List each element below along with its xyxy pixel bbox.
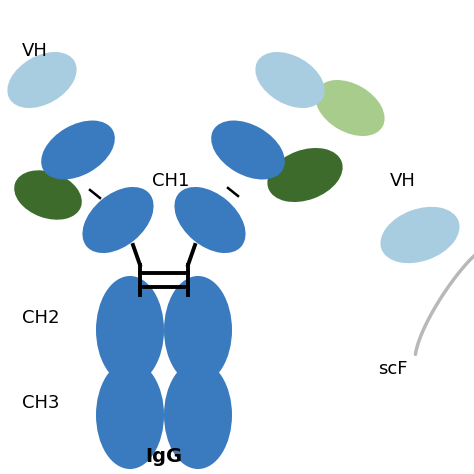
Text: CH2: CH2 <box>22 309 60 327</box>
Ellipse shape <box>96 361 164 469</box>
Ellipse shape <box>315 80 384 136</box>
Text: CH1: CH1 <box>152 172 190 190</box>
Text: CH3: CH3 <box>22 394 60 412</box>
Text: VH: VH <box>390 172 416 190</box>
Text: scF: scF <box>378 360 408 378</box>
Text: IgG: IgG <box>146 447 182 466</box>
Ellipse shape <box>8 52 77 108</box>
Ellipse shape <box>14 170 82 220</box>
Ellipse shape <box>174 187 246 253</box>
Ellipse shape <box>381 207 459 263</box>
Ellipse shape <box>96 276 164 384</box>
Ellipse shape <box>255 52 325 108</box>
Ellipse shape <box>211 120 285 180</box>
Ellipse shape <box>267 148 343 202</box>
Ellipse shape <box>164 276 232 384</box>
Text: VH: VH <box>22 42 48 60</box>
Ellipse shape <box>164 361 232 469</box>
Ellipse shape <box>82 187 154 253</box>
Ellipse shape <box>41 120 115 180</box>
